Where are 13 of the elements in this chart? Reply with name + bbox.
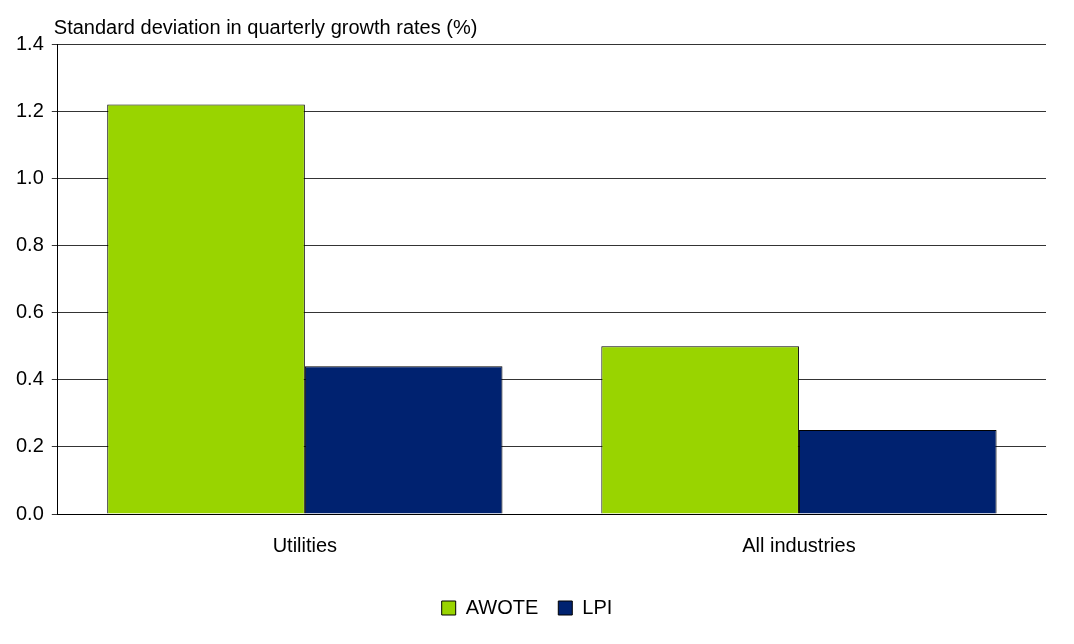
y-tick-label: 0.6 [15, 300, 44, 323]
y-axis-title: Standard deviation in quarterly growth rates (%) [53, 15, 478, 38]
y-tick-label: 1.0 [15, 165, 44, 188]
legend-label: LPI [582, 595, 613, 618]
y-tick-label: 0.4 [15, 367, 44, 390]
y-tick-label: 0.0 [15, 501, 44, 524]
y-tick-label: 1.4 [15, 31, 44, 54]
y-tick-label: 1.2 [15, 98, 44, 121]
y-tick-label: 0.2 [15, 434, 44, 457]
y-tick-label: 0.8 [15, 232, 44, 255]
legend-label: AWOTE [465, 595, 539, 618]
x-tick-label: All industries [742, 533, 856, 556]
x-tick-label: Utilities [272, 533, 338, 556]
